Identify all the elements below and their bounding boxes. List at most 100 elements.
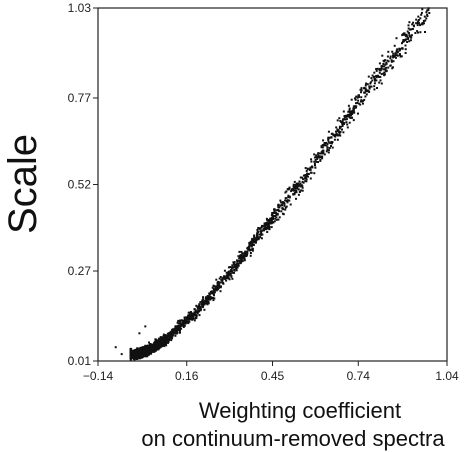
scatter-point xyxy=(174,334,177,337)
scatter-point xyxy=(148,353,151,356)
scatter-point xyxy=(262,228,265,231)
scatter-point xyxy=(319,158,322,161)
scatter-point xyxy=(348,114,351,117)
scatter-point xyxy=(212,299,215,302)
scatter-point xyxy=(212,287,215,290)
y-tick-label: 0.01 xyxy=(68,354,92,368)
scatter-point xyxy=(353,111,356,114)
scatter-point xyxy=(286,201,289,204)
scatter-point xyxy=(358,95,360,98)
scatter-point xyxy=(380,82,383,85)
scatter-point xyxy=(279,199,282,202)
scatter-point xyxy=(368,90,371,93)
scatter-point xyxy=(189,313,192,316)
scatter-point xyxy=(328,147,331,149)
scatter-point xyxy=(326,148,329,151)
scatter-point xyxy=(205,302,208,305)
scatter-point xyxy=(406,30,409,33)
scatter-point xyxy=(341,122,344,125)
scatter-point xyxy=(270,220,273,223)
scatter-point xyxy=(210,296,213,299)
scatter-point xyxy=(277,218,280,221)
scatter-point xyxy=(253,234,256,237)
scatter-point xyxy=(160,340,163,343)
scatter-point xyxy=(335,126,338,129)
scatter-point xyxy=(415,22,418,25)
scatter-point xyxy=(234,263,237,266)
scatter-point xyxy=(366,83,369,86)
scatter-point xyxy=(181,324,184,327)
scatter-point xyxy=(401,40,404,43)
scatter-point xyxy=(183,319,186,322)
scatter-point xyxy=(248,249,251,252)
scatter-point xyxy=(130,355,133,358)
scatter-point xyxy=(285,200,288,202)
scatter-point xyxy=(338,127,341,130)
scatter-point xyxy=(322,144,324,147)
scatter-point xyxy=(157,344,160,347)
scatter-point xyxy=(266,231,269,233)
scatter-point xyxy=(237,264,240,267)
scatter-point xyxy=(424,19,427,22)
scatter-point xyxy=(349,110,352,113)
scatter-point xyxy=(393,55,396,58)
scatter-point xyxy=(250,243,253,246)
scatter-point xyxy=(220,279,223,282)
scatter-point xyxy=(229,273,232,276)
scatter-point xyxy=(148,341,150,344)
scatter-point xyxy=(176,324,179,327)
scatter-point xyxy=(248,247,251,250)
scatter-point xyxy=(159,336,163,339)
scatter-point xyxy=(309,167,312,170)
scatter-point xyxy=(290,188,293,191)
scatter-point xyxy=(154,338,157,341)
scatter-point xyxy=(216,282,219,285)
scatter-point xyxy=(242,255,245,258)
scatter-point xyxy=(336,128,339,131)
scatter-point xyxy=(427,7,430,10)
scatter-point xyxy=(202,302,205,305)
scatter-point xyxy=(398,49,401,52)
scatter-point xyxy=(292,188,294,191)
scatter-point xyxy=(265,217,268,220)
scatter-point xyxy=(345,114,348,117)
scatter-point xyxy=(353,105,356,108)
scatter-point xyxy=(420,11,423,14)
scatter-point xyxy=(268,228,271,231)
scatter-point xyxy=(273,211,276,214)
scatter-point xyxy=(295,189,298,192)
scatter-point xyxy=(309,177,312,180)
scatter-point xyxy=(158,344,161,348)
y-tick-label: 1.03 xyxy=(68,1,92,15)
scatter-point xyxy=(307,173,310,175)
scatter-point xyxy=(311,165,314,168)
scatter-point xyxy=(404,44,407,47)
scatter-point xyxy=(407,24,410,27)
scatter-point xyxy=(288,186,291,189)
scatter-point xyxy=(178,324,181,327)
scatter-point xyxy=(313,153,316,156)
scatter-point xyxy=(402,39,405,41)
scatter-point xyxy=(387,66,390,69)
scatter-point xyxy=(375,79,378,82)
scatter-point xyxy=(171,328,174,331)
scatter-point xyxy=(305,178,308,181)
scatter-point xyxy=(290,190,293,193)
scatter-point xyxy=(158,337,161,341)
scatter-point xyxy=(243,259,246,262)
scatter-point xyxy=(355,105,358,108)
scatter-point xyxy=(164,334,167,337)
scatter-point xyxy=(357,94,360,97)
scatter-point xyxy=(261,233,264,236)
scatter-point xyxy=(271,215,274,217)
scatter-point xyxy=(120,353,123,356)
scatter-point xyxy=(232,261,235,264)
scatter-point xyxy=(285,190,288,193)
scatter-point xyxy=(412,21,415,24)
scatter-point xyxy=(169,335,172,338)
scatter-point xyxy=(287,194,290,197)
scatter-point xyxy=(164,336,167,340)
scatter-point xyxy=(223,269,226,272)
scatter-point xyxy=(329,142,332,145)
scatter-point xyxy=(373,77,376,80)
